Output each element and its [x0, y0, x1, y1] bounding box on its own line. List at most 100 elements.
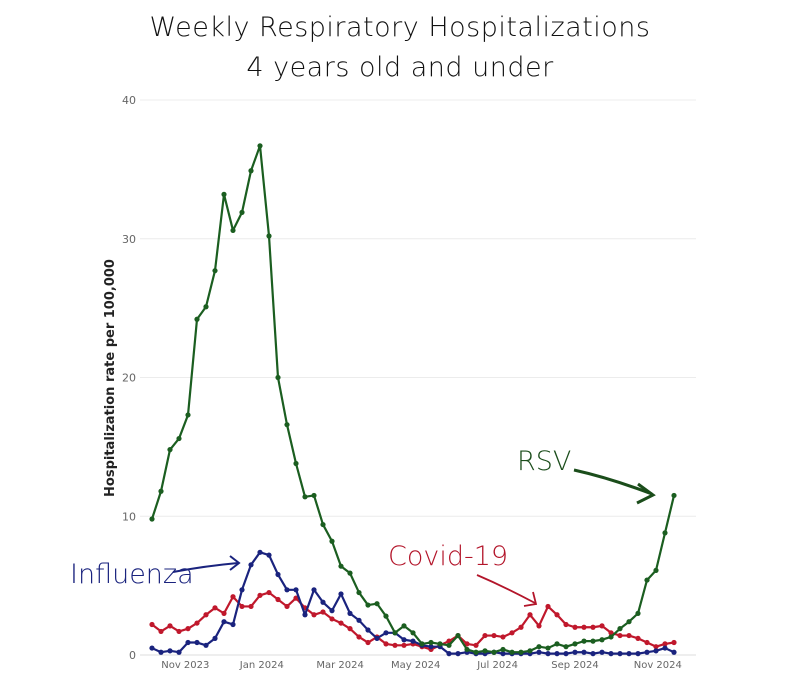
data-point[interactable] [275, 374, 281, 381]
data-point[interactable] [518, 649, 524, 655]
data-point[interactable] [419, 641, 425, 647]
data-point[interactable] [464, 646, 470, 653]
data-point[interactable] [527, 648, 533, 654]
data-point[interactable] [428, 639, 434, 646]
data-point[interactable] [563, 621, 569, 628]
data-point[interactable] [401, 637, 407, 643]
data-point[interactable] [302, 612, 308, 618]
data-point[interactable] [320, 599, 326, 605]
data-point[interactable] [203, 612, 209, 618]
data-point[interactable] [212, 268, 218, 274]
data-point[interactable] [572, 641, 578, 647]
data-point[interactable] [329, 538, 335, 544]
data-point[interactable] [284, 422, 290, 428]
data-point[interactable] [275, 571, 281, 578]
data-point[interactable] [374, 601, 380, 607]
data-point[interactable] [329, 616, 335, 622]
data-point[interactable] [635, 610, 641, 616]
data-point[interactable] [383, 613, 389, 619]
data-point[interactable] [617, 651, 623, 657]
data-point[interactable] [203, 304, 209, 310]
data-point[interactable] [311, 612, 317, 618]
data-point[interactable] [338, 620, 344, 626]
data-point[interactable] [482, 648, 488, 654]
data-point[interactable] [527, 612, 533, 618]
data-point[interactable] [311, 492, 317, 499]
data-point[interactable] [653, 648, 659, 654]
data-point[interactable] [194, 639, 200, 646]
data-point[interactable] [293, 595, 299, 601]
data-point[interactable] [500, 651, 506, 657]
data-point[interactable] [311, 587, 317, 593]
data-point[interactable] [572, 624, 578, 630]
data-point[interactable] [230, 594, 236, 600]
data-point[interactable] [293, 460, 299, 467]
data-point[interactable] [500, 646, 506, 653]
data-point[interactable] [320, 521, 326, 528]
data-point[interactable] [374, 635, 380, 641]
data-point[interactable] [491, 632, 497, 639]
data-point[interactable] [635, 635, 641, 641]
data-point[interactable] [383, 641, 389, 647]
data-point[interactable] [626, 619, 632, 625]
data-point[interactable] [545, 645, 551, 651]
data-point[interactable] [590, 651, 596, 657]
data-point[interactable] [635, 651, 641, 657]
data-point[interactable] [662, 641, 668, 647]
data-point[interactable] [158, 649, 164, 655]
data-point[interactable] [320, 609, 326, 615]
data-point[interactable] [455, 632, 461, 639]
data-point[interactable] [185, 626, 191, 632]
data-point[interactable] [239, 587, 245, 593]
data-point[interactable] [662, 530, 668, 536]
data-point[interactable] [149, 621, 155, 628]
data-point[interactable] [356, 617, 362, 623]
data-point[interactable] [176, 649, 182, 655]
data-point[interactable] [203, 642, 209, 648]
data-point[interactable] [212, 635, 218, 641]
data-point[interactable] [581, 649, 587, 655]
data-point[interactable] [401, 623, 407, 629]
data-point[interactable] [473, 649, 479, 655]
data-point[interactable] [392, 642, 398, 648]
data-point[interactable] [581, 624, 587, 630]
data-point[interactable] [608, 651, 614, 657]
data-point[interactable] [176, 628, 182, 635]
data-point[interactable] [149, 645, 155, 651]
data-point[interactable] [617, 626, 623, 632]
data-point[interactable] [545, 603, 551, 610]
data-point[interactable] [671, 639, 677, 646]
data-point[interactable] [536, 649, 542, 655]
data-point[interactable] [167, 447, 173, 453]
data-point[interactable] [176, 435, 182, 442]
data-point[interactable] [428, 644, 434, 650]
data-point[interactable] [392, 630, 398, 636]
data-point[interactable] [266, 589, 272, 596]
data-point[interactable] [347, 610, 353, 616]
data-point[interactable] [302, 494, 308, 500]
data-point[interactable] [248, 562, 254, 568]
data-point[interactable] [437, 641, 443, 647]
data-point[interactable] [662, 645, 668, 651]
data-point[interactable] [599, 623, 605, 629]
data-point[interactable] [671, 649, 677, 655]
data-point[interactable] [239, 603, 245, 610]
data-point[interactable] [230, 621, 236, 628]
data-point[interactable] [590, 624, 596, 630]
data-point[interactable] [473, 642, 479, 648]
data-point[interactable] [536, 623, 542, 629]
data-point[interactable] [554, 612, 560, 618]
data-point[interactable] [617, 632, 623, 639]
data-point[interactable] [491, 649, 497, 655]
data-point[interactable] [284, 587, 290, 593]
data-point[interactable] [365, 602, 371, 608]
data-point[interactable] [482, 632, 488, 639]
data-point[interactable] [185, 639, 191, 646]
data-point[interactable] [509, 630, 515, 636]
data-point[interactable] [410, 638, 416, 644]
data-point[interactable] [194, 316, 200, 322]
data-point[interactable] [626, 632, 632, 639]
data-point[interactable] [581, 638, 587, 644]
data-point[interactable] [599, 637, 605, 643]
data-point[interactable] [653, 567, 659, 573]
